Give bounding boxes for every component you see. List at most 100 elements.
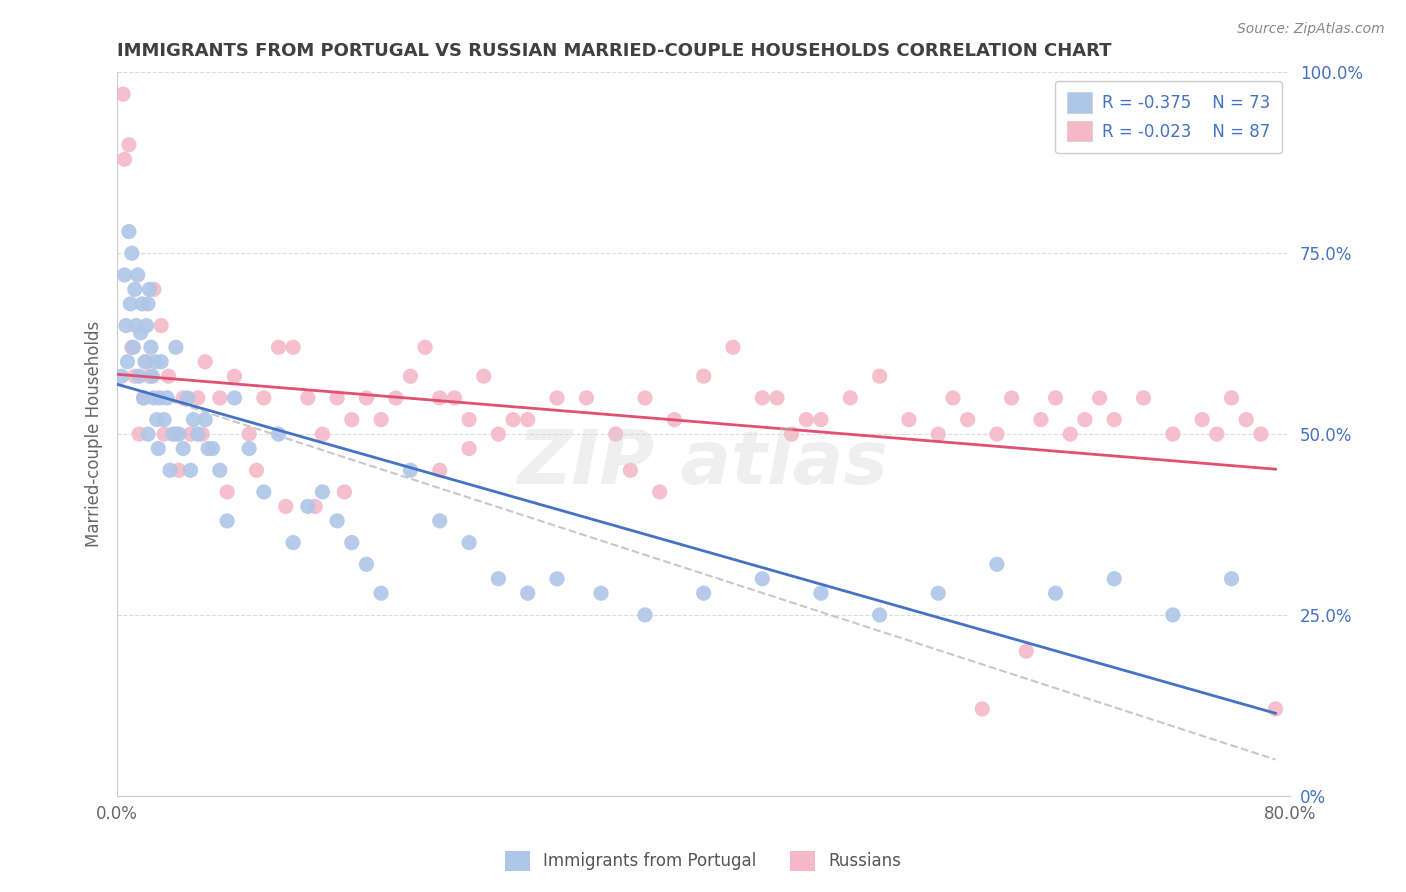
- Point: [114, 268, 136, 282]
- Point: [128, 427, 150, 442]
- Point: [399, 369, 422, 384]
- Point: [156, 391, 179, 405]
- Point: [1220, 572, 1243, 586]
- Point: [605, 427, 627, 442]
- Point: [370, 412, 392, 426]
- Point: [516, 412, 538, 426]
- Point: [135, 355, 157, 369]
- Point: [869, 607, 891, 622]
- Point: [486, 572, 509, 586]
- Legend: R = -0.375    N = 73, R = -0.023    N = 87: R = -0.375 N = 73, R = -0.023 N = 87: [1056, 81, 1282, 153]
- Point: [122, 340, 145, 354]
- Point: [267, 340, 290, 354]
- Point: [129, 326, 152, 340]
- Point: [238, 442, 260, 456]
- Point: [201, 442, 224, 456]
- Point: [136, 427, 159, 442]
- Point: [1015, 644, 1038, 658]
- Point: [1045, 586, 1067, 600]
- Point: [176, 391, 198, 405]
- Point: [634, 391, 657, 405]
- Point: [986, 558, 1008, 572]
- Point: [986, 427, 1008, 442]
- Point: [127, 268, 149, 282]
- Point: [1161, 607, 1184, 622]
- Point: [167, 427, 190, 442]
- Point: [172, 442, 194, 456]
- Point: [356, 391, 378, 405]
- Point: [1132, 391, 1154, 405]
- Point: [326, 514, 349, 528]
- Point: [1074, 412, 1097, 426]
- Point: [112, 87, 135, 102]
- Point: [253, 485, 276, 500]
- Point: [1045, 391, 1067, 405]
- Y-axis label: Married-couple Households: Married-couple Households: [86, 321, 103, 547]
- Point: [429, 514, 451, 528]
- Point: [619, 463, 641, 477]
- Point: [118, 137, 141, 152]
- Point: [245, 463, 267, 477]
- Point: [150, 318, 173, 333]
- Point: [370, 586, 392, 600]
- Point: [304, 500, 326, 514]
- Point: [115, 318, 138, 333]
- Point: [1205, 427, 1227, 442]
- Point: [692, 586, 714, 600]
- Point: [208, 463, 231, 477]
- Point: [150, 355, 173, 369]
- Point: [253, 391, 276, 405]
- Point: [179, 463, 201, 477]
- Point: [179, 427, 201, 442]
- Point: [172, 391, 194, 405]
- Point: [458, 442, 481, 456]
- Point: [869, 369, 891, 384]
- Point: [810, 586, 832, 600]
- Point: [120, 297, 142, 311]
- Point: [141, 369, 163, 384]
- Point: [326, 391, 349, 405]
- Point: [191, 427, 214, 442]
- Point: [443, 391, 465, 405]
- Point: [458, 535, 481, 549]
- Point: [267, 427, 290, 442]
- Point: [575, 391, 598, 405]
- Point: [311, 485, 333, 500]
- Point: [143, 355, 166, 369]
- Point: [217, 514, 239, 528]
- Point: [118, 225, 141, 239]
- Point: [131, 297, 153, 311]
- Point: [139, 340, 162, 354]
- Point: [194, 412, 217, 426]
- Point: [274, 500, 297, 514]
- Point: [692, 369, 714, 384]
- Point: [128, 369, 150, 384]
- Point: [766, 391, 789, 405]
- Text: Source: ZipAtlas.com: Source: ZipAtlas.com: [1237, 22, 1385, 37]
- Point: [413, 340, 436, 354]
- Point: [486, 427, 509, 442]
- Text: ZIP atlas: ZIP atlas: [519, 426, 889, 500]
- Point: [1102, 572, 1125, 586]
- Point: [546, 391, 568, 405]
- Point: [1250, 427, 1272, 442]
- Point: [634, 607, 657, 622]
- Text: IMMIGRANTS FROM PORTUGAL VS RUSSIAN MARRIED-COUPLE HOUSEHOLDS CORRELATION CHART: IMMIGRANTS FROM PORTUGAL VS RUSSIAN MARR…: [117, 42, 1112, 60]
- Point: [117, 355, 139, 369]
- Point: [927, 586, 949, 600]
- Point: [1029, 412, 1052, 426]
- Point: [134, 355, 156, 369]
- Point: [132, 391, 155, 405]
- Point: [311, 427, 333, 442]
- Point: [297, 391, 319, 405]
- Point: [162, 427, 184, 442]
- Point: [1102, 412, 1125, 426]
- Point: [224, 369, 246, 384]
- Point: [1000, 391, 1022, 405]
- Point: [340, 535, 363, 549]
- Point: [1264, 702, 1286, 716]
- Point: [956, 412, 979, 426]
- Point: [121, 340, 143, 354]
- Point: [194, 355, 217, 369]
- Point: [399, 463, 422, 477]
